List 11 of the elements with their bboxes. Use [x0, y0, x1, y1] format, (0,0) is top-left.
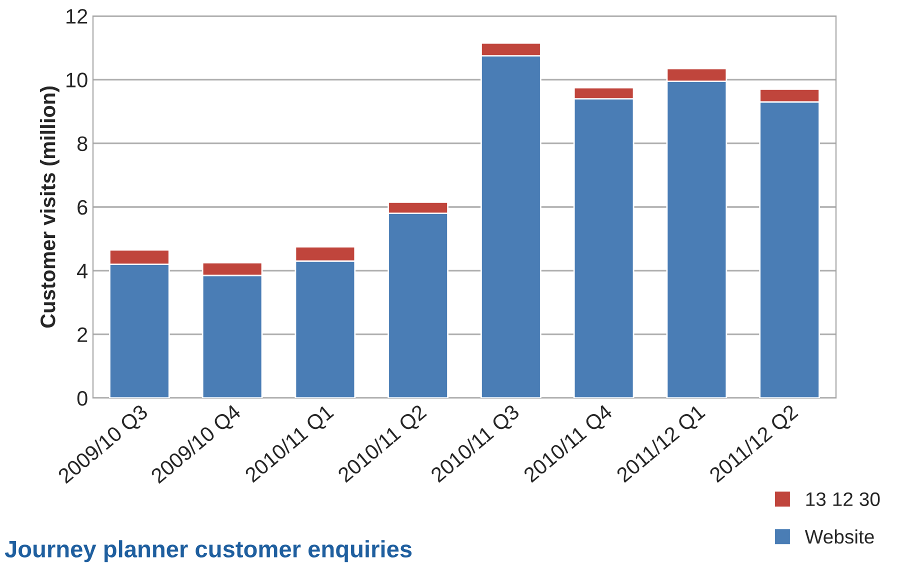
- y-tick-label: 6: [78, 200, 88, 215]
- y-tick-label: 4: [77, 264, 88, 278]
- y-tick-label: 0: [77, 391, 88, 406]
- text: Journey planner customer enquiries: [4, 540, 412, 562]
- y-axis-title: Customer visits (million): [40, 86, 60, 328]
- legend-label: 13 12 30: [806, 492, 880, 506]
- y-tick-label: 12: [66, 9, 88, 24]
- y-tick-label: 8: [77, 136, 88, 152]
- y-tick-label: 2: [78, 327, 88, 342]
- legend-label: Website: [804, 529, 874, 544]
- y-tick-label: 10: [66, 72, 88, 88]
